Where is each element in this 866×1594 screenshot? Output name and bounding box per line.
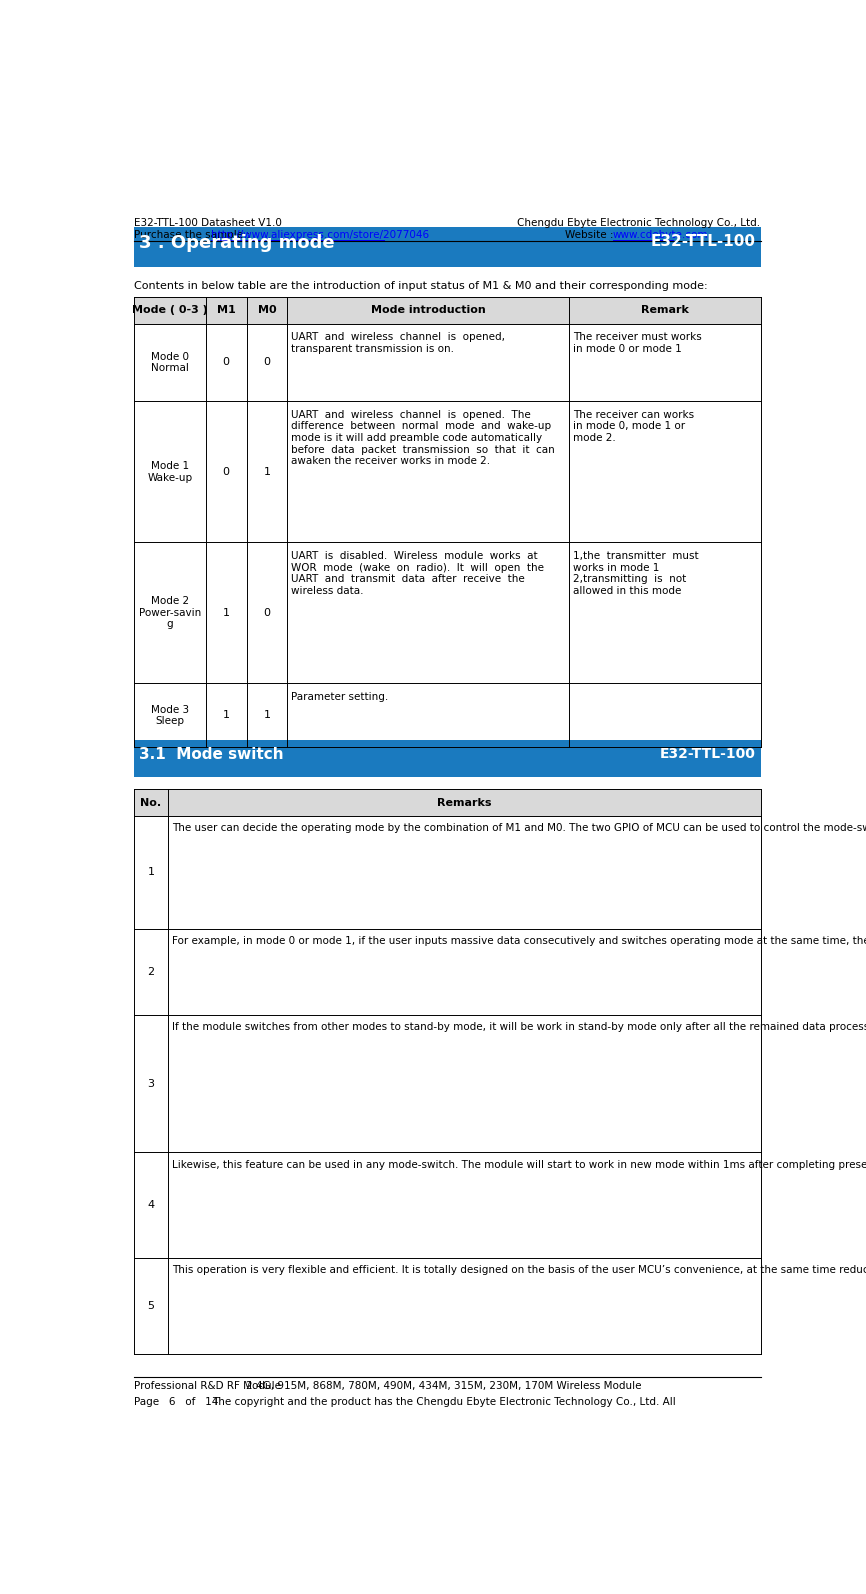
Text: Likewise, this feature can be used in any mode-switch. The module will start to : Likewise, this feature can be used in an… [171, 1160, 866, 1170]
Text: For example, in mode 0 or mode 1, if the user inputs massive data consecutively : For example, in mode 0 or mode 1, if the… [171, 936, 866, 947]
Text: Mode 1
Wake-up: Mode 1 Wake-up [147, 461, 192, 483]
Text: 0: 0 [263, 607, 270, 618]
Text: This operation is very flexible and efficient. It is totally designed on the bas: This operation is very flexible and effi… [171, 1266, 866, 1275]
Text: E32-TTL-100: E32-TTL-100 [650, 234, 755, 249]
Text: Parameter setting.: Parameter setting. [291, 692, 388, 701]
Text: UART  is  disabled.  Wireless  module  works  at
WOR  mode  (wake  on  radio).  : UART is disabled. Wireless module works … [291, 552, 544, 596]
Bar [133, 296, 760, 324]
Text: 2: 2 [147, 968, 154, 977]
Text: Mode 3
Sleep: Mode 3 Sleep [151, 705, 189, 727]
Text: 4: 4 [147, 1200, 154, 1210]
Text: 0: 0 [263, 357, 270, 368]
Text: UART  and  wireless  channel  is  opened,
transparent transmission is on.: UART and wireless channel is opened, tra… [291, 333, 505, 354]
Text: 1: 1 [223, 711, 229, 720]
Text: Mode ( 0-3 ): Mode ( 0-3 ) [132, 306, 208, 316]
Text: 0: 0 [223, 357, 229, 368]
Text: The user can decide the operating mode by the combination of M1 and M0. The two : The user can decide the operating mode b… [171, 824, 866, 834]
Text: 1: 1 [263, 467, 270, 477]
Text: 1,the  transmitter  must
works in mode 1
2,transmitting  is  not
allowed in this: 1,the transmitter must works in mode 1 2… [572, 552, 698, 596]
Text: M1: M1 [216, 306, 236, 316]
Text: The copyright and the product has the Chengdu Ebyte Electronic Technology Co., L: The copyright and the product has the Ch… [212, 1396, 675, 1406]
Text: No.: No. [140, 797, 162, 808]
Text: Remarks: Remarks [437, 797, 492, 808]
Text: http://www.aliexpress.com/store/2077046: http://www.aliexpress.com/store/2077046 [211, 230, 429, 241]
Text: Remark: Remark [641, 306, 689, 316]
Text: Chengdu Ebyte Electronic Technology Co., Ltd.: Chengdu Ebyte Electronic Technology Co.,… [518, 218, 760, 228]
Text: Professional R&D RF Module: Professional R&D RF Module [133, 1380, 281, 1390]
Text: www.cdebyte.com: www.cdebyte.com [613, 230, 708, 241]
Text: 3.1  Mode switch: 3.1 Mode switch [139, 746, 284, 762]
Text: Mode introduction: Mode introduction [371, 306, 486, 316]
Text: UART  and  wireless  channel  is  opened.  The
difference  between  normal  mode: UART and wireless channel is opened. The… [291, 410, 554, 465]
Text: 2.4G, 915M, 868M, 780M, 490M, 434M, 315M, 230M, 170M Wireless Module: 2.4G, 915M, 868M, 780M, 490M, 434M, 315M… [246, 1380, 642, 1390]
Text: 3 . Operating mode: 3 . Operating mode [139, 234, 335, 252]
Bar [133, 740, 760, 776]
Text: 3: 3 [147, 1079, 154, 1089]
Bar [133, 789, 760, 816]
Text: The receiver can works
in mode 0, mode 1 or
mode 2.: The receiver can works in mode 0, mode 1… [572, 410, 694, 443]
Text: Mode 2
Power-savin
g: Mode 2 Power-savin g [139, 596, 201, 630]
Text: E32-TTL-100 Datasheet V1.0: E32-TTL-100 Datasheet V1.0 [133, 218, 281, 228]
Text: 5: 5 [147, 1301, 154, 1310]
Text: Purchase the sample :: Purchase the sample : [133, 230, 253, 241]
Bar [133, 226, 760, 268]
Text: 0: 0 [223, 467, 229, 477]
Text: 1: 1 [263, 711, 270, 720]
Text: Mode 0
Normal: Mode 0 Normal [151, 352, 189, 373]
Text: The receiver must works
in mode 0 or mode 1: The receiver must works in mode 0 or mod… [572, 333, 701, 354]
Text: M0: M0 [258, 306, 276, 316]
Text: Contents in below table are the introduction of input status of M1 & M0 and thei: Contents in below table are the introduc… [133, 281, 708, 290]
Text: If the module switches from other modes to stand-by mode, it will be work in sta: If the module switches from other modes … [171, 1022, 866, 1033]
Text: 1: 1 [147, 867, 154, 877]
Text: Website :: Website : [565, 230, 620, 241]
Text: Page   6   of   14: Page 6 of 14 [133, 1396, 218, 1406]
Text: E32-TTL-100: E32-TTL-100 [659, 746, 755, 760]
Text: 1: 1 [223, 607, 229, 618]
